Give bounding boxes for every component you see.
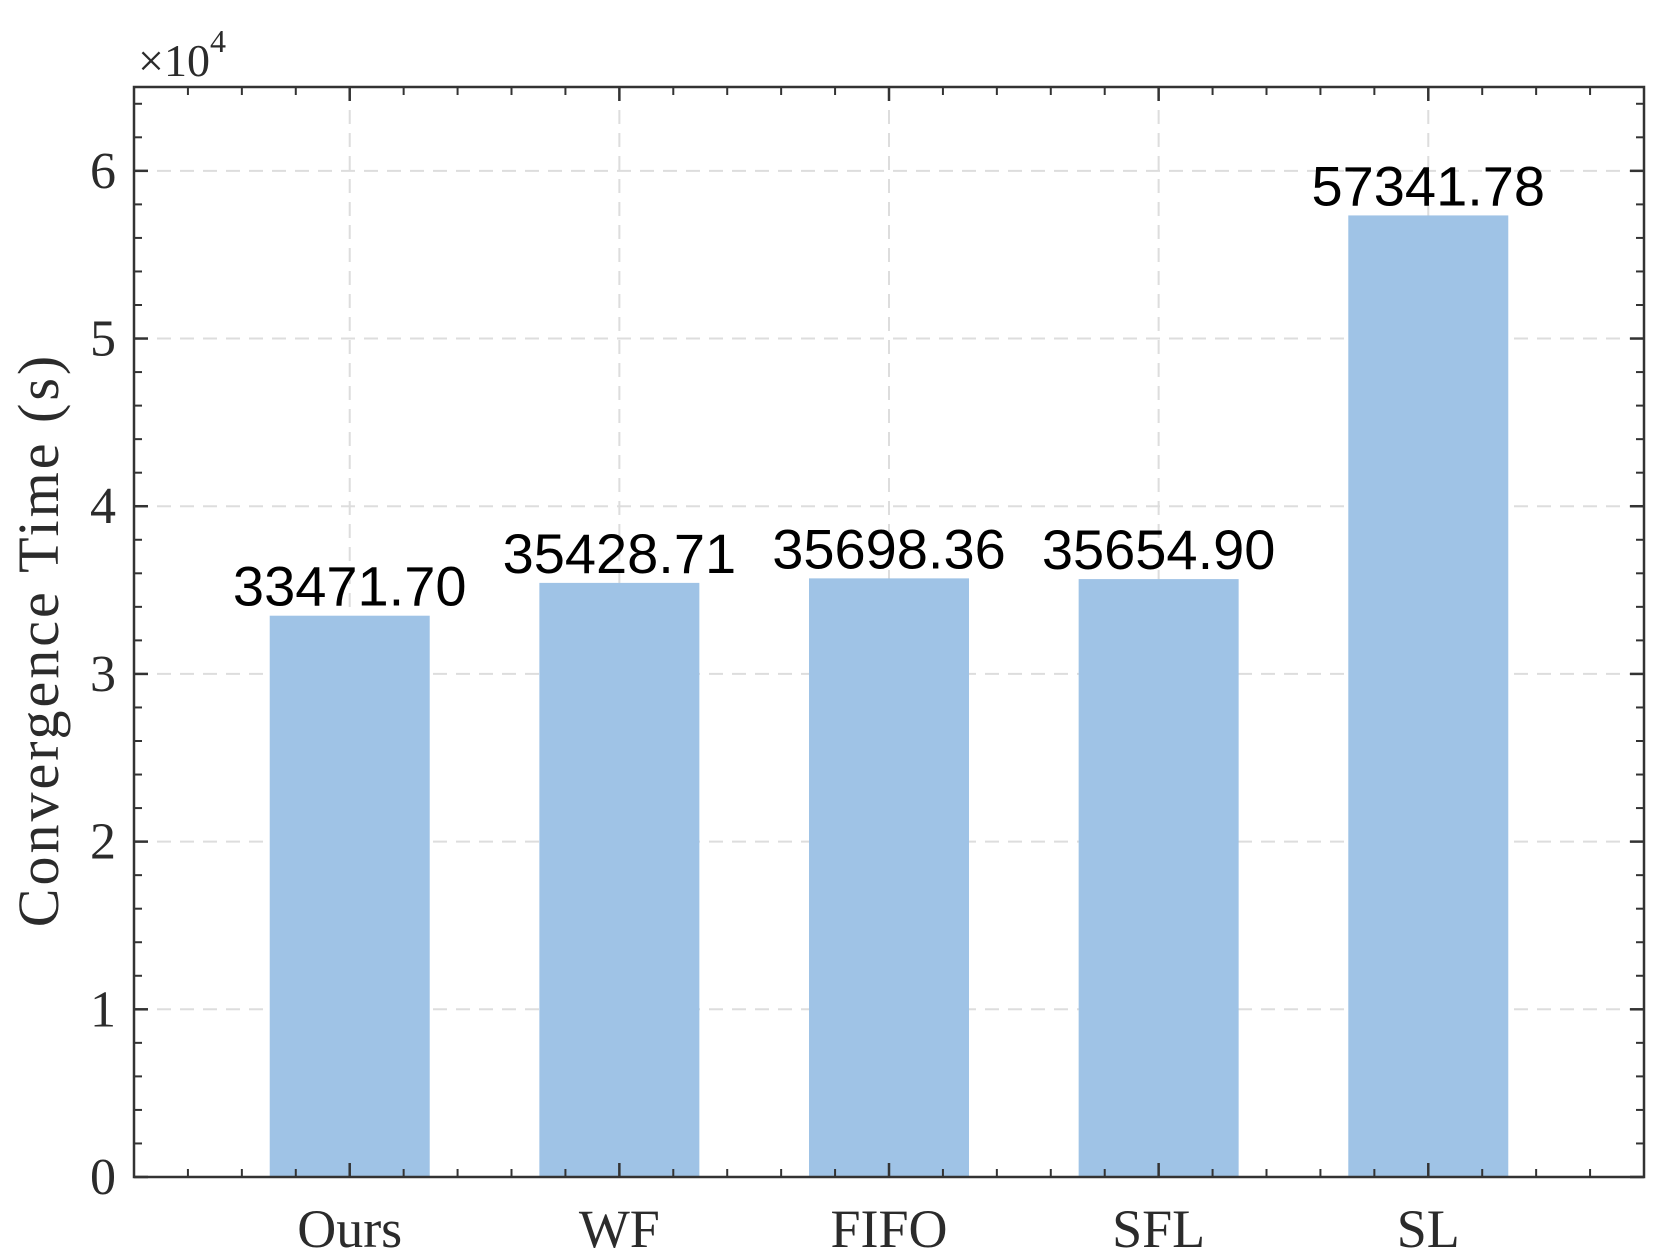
y-axis-multiplier-base: ×10 bbox=[138, 35, 210, 86]
data-label-sfl: 35654.90 bbox=[1042, 518, 1276, 581]
y-tick-label: 5 bbox=[90, 311, 116, 368]
axis-ticks bbox=[134, 87, 1644, 1179]
bar-ours bbox=[269, 615, 430, 1177]
bars bbox=[269, 215, 1509, 1177]
y-axis-multiplier-exponent: 4 bbox=[210, 23, 226, 59]
y-tick-label: 4 bbox=[90, 478, 116, 535]
y-tick-label: 0 bbox=[90, 1149, 116, 1206]
x-tick-label-wf: WF bbox=[579, 1199, 660, 1248]
x-tick-label-fifo: FIFO bbox=[830, 1199, 947, 1248]
data-labels: 33471.70 35428.71 35698.36 35654.90 57341.78 bbox=[233, 154, 1545, 617]
y-tick-label: 2 bbox=[90, 814, 116, 871]
data-label-ours: 33471.70 bbox=[233, 555, 467, 618]
y-tick-label: 1 bbox=[90, 981, 116, 1038]
y-tick-label: 6 bbox=[90, 143, 116, 200]
bar-wf bbox=[539, 582, 700, 1177]
bar-sfl bbox=[1078, 579, 1239, 1177]
x-tick-labels: Ours WF FIFO SFL SL bbox=[297, 1199, 1460, 1248]
data-label-fifo: 35698.36 bbox=[772, 517, 1006, 580]
y-tick-label: 3 bbox=[90, 646, 116, 703]
x-tick-label-sfl: SFL bbox=[1112, 1199, 1205, 1248]
data-label-sl: 57341.78 bbox=[1311, 154, 1545, 217]
y-axis-label: Convergence Time (s) bbox=[6, 353, 71, 927]
bar-fifo bbox=[809, 578, 969, 1177]
bar-sl bbox=[1348, 215, 1509, 1177]
x-tick-label-sl: SL bbox=[1397, 1199, 1460, 1248]
y-axis-multiplier: ×104 bbox=[138, 23, 226, 86]
y-tick-labels: 0 1 2 3 4 5 6 bbox=[90, 143, 116, 1206]
data-label-wf: 35428.71 bbox=[503, 522, 737, 585]
x-tick-label-ours: Ours bbox=[297, 1199, 402, 1248]
